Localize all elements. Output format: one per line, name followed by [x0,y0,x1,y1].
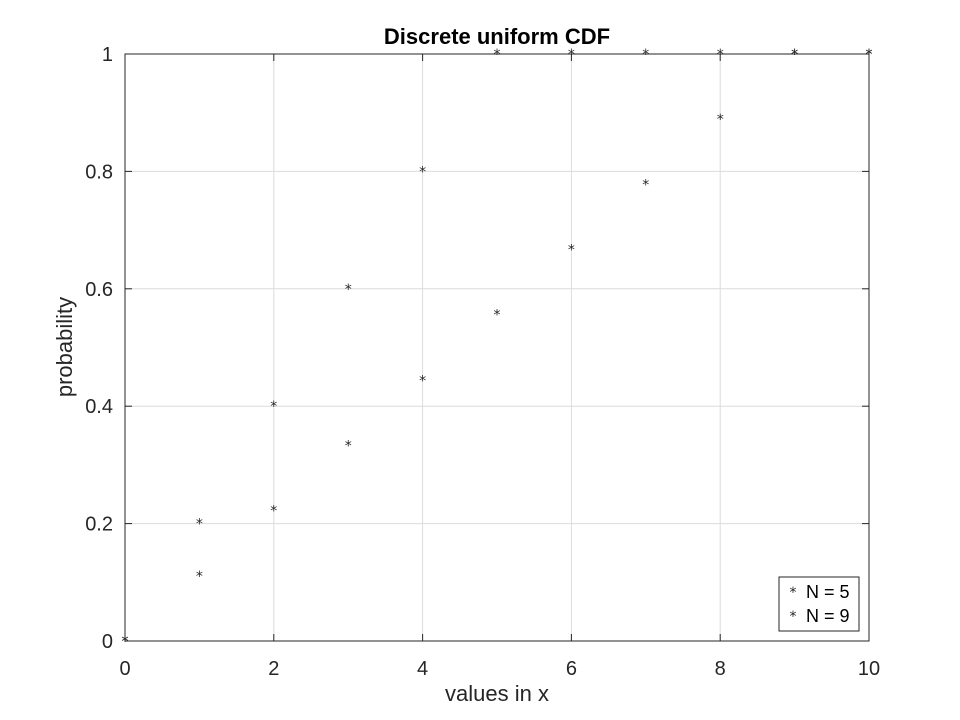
legend-label: N = 5 [806,582,850,602]
legend-marker: * [790,585,797,601]
y-tick-label: 0.8 [85,161,113,183]
data-point: * [196,569,203,585]
legend: * N = 5 * N = 9 [778,576,860,632]
series-layer: ********************** [122,47,873,650]
tick-labels: 0 2 4 6 8 10 0 0.2 0.4 0.6 0.8 1 [85,44,880,680]
data-point: * [270,399,277,415]
ticks [124,53,870,642]
y-tick-label: 0.2 [85,514,113,536]
y-tick-label: 0.4 [85,396,113,418]
data-point: * [419,164,426,180]
data-point: * [345,282,352,298]
legend-marker: * [790,609,797,625]
x-tick-label: 0 [119,658,130,680]
legend-item: * N = 9 [790,606,850,626]
data-point: * [419,373,426,389]
grid [124,53,870,642]
chart-title: Discrete uniform CDF [384,24,610,49]
data-point: * [270,504,277,520]
legend-box [778,576,860,632]
x-axis-label: values in x [445,681,549,706]
data-point: * [196,517,203,533]
series-2: * * * * * * * * * * * [122,47,873,650]
y-tick-label: 0 [102,631,113,653]
data-point: * [642,177,649,193]
data-point: * [568,242,575,258]
y-tick-label: 1 [102,44,113,66]
x-tick-label: 6 [566,658,577,680]
y-axis-label: probability [52,297,77,397]
legend-item: * N = 5 [790,582,850,602]
data-point: * [122,634,129,650]
legend-label: N = 9 [806,606,850,626]
x-tick-label: 10 [858,658,880,680]
data-point: * [642,47,649,63]
data-point: * [791,47,798,63]
data-point: * [494,308,501,324]
x-tick-label: 4 [417,658,428,680]
data-point: * [494,47,501,63]
x-tick-label: 8 [715,658,726,680]
plot-area: ********************** [122,47,873,650]
x-tick-label: 2 [268,658,279,680]
axes-box [124,53,870,642]
data-point: * [791,47,798,63]
data-point: * [122,634,129,650]
data-point: * [345,439,352,455]
axes-background [125,54,869,641]
data-point: * [717,112,724,128]
y-tick-label: 0.6 [85,279,113,301]
